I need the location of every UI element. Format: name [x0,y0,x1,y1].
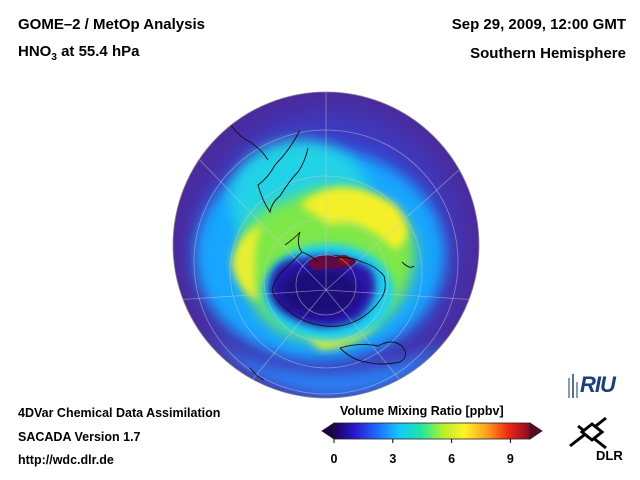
colorbar-low-arrow [321,422,335,440]
coast-south-america [257,129,309,214]
coast-australia [339,341,406,365]
footer-url[interactable]: http://wdc.dlr.de [18,453,114,467]
field-low-band [173,92,320,200]
coast-africa-tip [227,119,269,161]
graticule-lon-3 [174,289,327,301]
graticule-lon-1 [189,149,327,291]
colorbar [321,422,543,443]
dlr-logo-text: DLR [596,448,623,463]
dlr-emblem-icon [569,416,607,450]
colorbar-high-arrow [529,422,543,440]
field-high-patch [308,255,356,270]
globe-outline [172,91,480,399]
colorbar-tick-label-1: 3 [389,452,397,466]
title-species: HNO3 at 55.4 hPa [18,43,139,63]
graticule [174,92,479,396]
colorbar-tick-label-2: 6 [448,452,456,466]
riu-mark-icon [568,374,578,398]
colorbar-tick-label-3: 9 [506,452,514,466]
species-level: at 55.4 hPa [56,43,140,60]
title-hemisphere: Southern Hemisphere [470,45,626,62]
footer-method: 4DVar Chemical Data Assimilation [18,406,221,420]
graticule-lon-4 [325,289,479,301]
species-name: HNO [18,43,52,60]
graticule-lon-6 [325,289,411,393]
field-yellow-left [232,225,262,300]
colorbar-ticks [333,439,511,443]
coastlines [227,119,415,381]
field-vortex-darkest [280,268,360,316]
field-yellow-ridge [300,187,408,250]
species-subscript: 3 [51,52,57,63]
coast-new-zealand [249,367,265,381]
coast-islands [401,261,415,268]
graticule-lon-5 [239,289,327,396]
graticule-lon-2 [325,159,471,291]
riu-logo-text: RIU [580,372,616,397]
colorbar-title: Volume Mixing Ratio [ppbv] [340,404,504,418]
title-datetime: Sep 29, 2009, 12:00 GMT [451,16,626,33]
colorbar-gradient [333,422,531,440]
field-south-fade [200,330,450,398]
riu-logo: RIU [566,372,626,400]
coast-antarctica [271,231,386,327]
dlr-logo: DLR [562,412,626,466]
colorbar-tick-label-0: 0 [330,452,338,466]
title-instrument: GOME–2 / MetOp Analysis [18,16,205,33]
footer-version: SACADA Version 1.7 [18,430,141,444]
